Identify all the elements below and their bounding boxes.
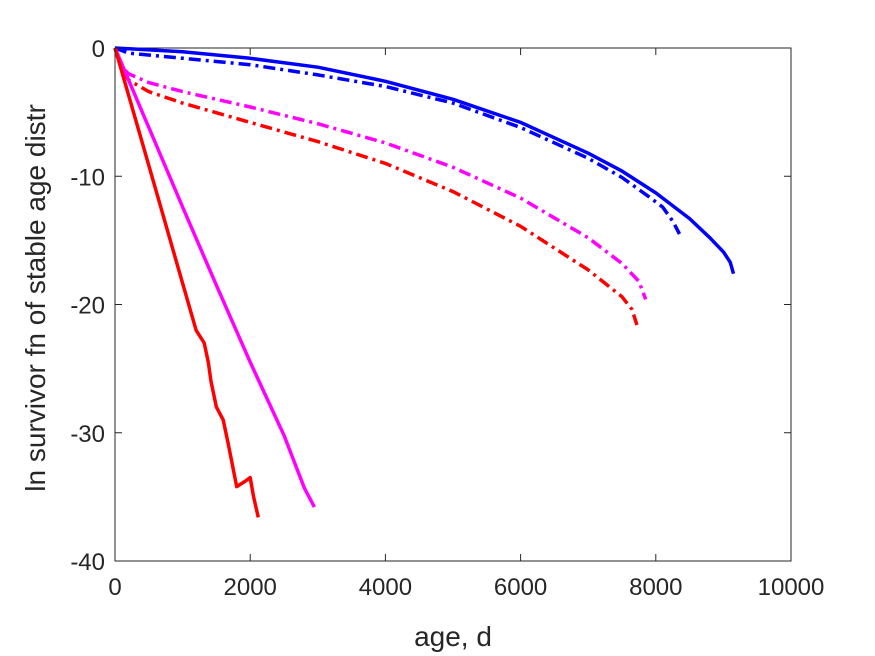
x-axis-label: age, d [414, 621, 492, 652]
series-layer [113, 46, 736, 518]
y-tick-label: 0 [92, 36, 105, 63]
series-line-5 [113, 47, 316, 508]
x-tick-label: 8000 [629, 574, 682, 601]
x-tick-label: 4000 [359, 574, 412, 601]
x-tick-label: 0 [108, 574, 121, 601]
plot-area [114, 47, 792, 562]
series-line-2 [114, 46, 682, 235]
y-tick-label: -40 [70, 549, 105, 576]
y-tick-label: -30 [70, 421, 105, 448]
series-line-6 [113, 47, 261, 518]
y-tick-label: -10 [70, 164, 105, 191]
x-tick-label: 6000 [494, 574, 547, 601]
x-tick-label: 2000 [224, 574, 277, 601]
series-line-3 [113, 47, 648, 301]
y-tick-label: -20 [70, 293, 105, 320]
y-axis-label: ln survivor fn of stable age distr [20, 104, 51, 492]
y-axis-ticks: 0 -10 -20 -30 -40 [70, 36, 791, 576]
x-axis-ticks: 0 2000 4000 6000 8000 10000 [108, 48, 824, 601]
series-line-1 [114, 46, 736, 275]
x-tick-label: 10000 [758, 574, 825, 601]
